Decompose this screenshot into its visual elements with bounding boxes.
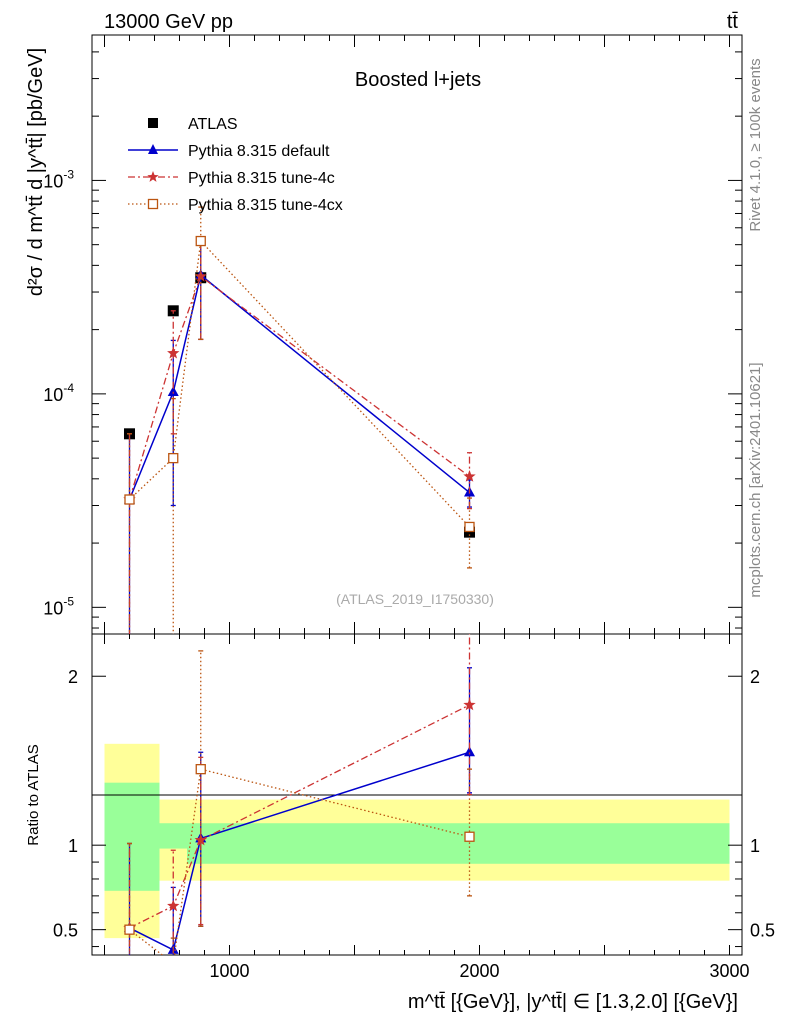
tune4c-line — [128, 275, 470, 500]
x-tick-label-3000: 3000 — [709, 961, 749, 981]
tune4cx-ratio-point-3 — [195, 764, 206, 775]
ratio-tick-label-1: 1 — [68, 836, 78, 856]
y-tick-label-1: 10-5 — [43, 594, 74, 618]
x-axis-label: m^tt̄ [{GeV}], |y^tt̄| ∈ [1.3,2.0] [{GeV… — [408, 991, 738, 1013]
legend-tune4cx-marker — [147, 198, 159, 210]
legend-tune4c-label: Pythia 8.315 tune-4c — [188, 170, 335, 187]
tune4c-ratio-line — [129, 704, 470, 929]
default-ratio-point-4 — [464, 746, 475, 757]
x-tick-label-1000: 1000 — [209, 961, 249, 981]
y-axis-label: d²σ / d m^tt̄ d |y^tt̄| [pb/GeV] — [25, 48, 47, 296]
tune4cx-ratio-point-1 — [124, 924, 135, 935]
ratio-tick-label-right-0.5: 0.5 — [750, 921, 775, 941]
rivet-label: Rivet 4.1.0, ≥ 100k events — [747, 58, 764, 231]
tune4c-ratio-point-2 — [167, 899, 180, 912]
ratio-tick-label-right-2: 2 — [750, 667, 760, 687]
header-right: tt̄ — [727, 11, 739, 33]
legend-tune4cx-label: Pythia 8.315 tune-4cx — [188, 197, 343, 214]
tune4c-point-2 — [167, 346, 180, 359]
band-inner-bin-2 — [159, 823, 187, 849]
chart-title: Boosted l+jets — [355, 69, 481, 91]
ratio-tick-label-0.5: 0.5 — [53, 921, 78, 941]
tune4cx-line — [129, 239, 470, 528]
ratio-tick-label-2: 2 — [68, 667, 78, 687]
y-tick-exponent-2: -4 — [63, 381, 74, 395]
mcplots-label: mcplots.cern.ch [arXiv:2401.10621] — [747, 362, 764, 597]
legend-default-label: Pythia 8.315 default — [188, 143, 330, 160]
y-tick-exponent-3: -3 — [63, 167, 74, 181]
main-panel-series — [123, 206, 476, 634]
legend: ATLAS Pythia 8.315 default Pythia 8.315 … — [128, 116, 343, 214]
tune4c-ratio-point-3 — [194, 833, 207, 846]
header-left: 13000 GeV pp — [104, 11, 233, 33]
x-tick-label-2000: 2000 — [459, 961, 499, 981]
y-tick-label-2: 10-4 — [43, 381, 74, 405]
ratio-axis-label: Ratio to ATLAS — [25, 744, 42, 845]
tune4cx-point-1 — [124, 494, 135, 505]
ratio-panel-series — [123, 634, 476, 968]
y-tick-label-3: 10-3 — [43, 167, 74, 191]
legend-tune4c-marker — [147, 171, 159, 182]
legend-default-marker — [148, 144, 158, 154]
default-ratio-line — [129, 751, 470, 952]
analysis-watermark: (ATLAS_2019_I1750330) — [336, 591, 494, 607]
tune4c-point-4 — [463, 470, 476, 482]
tune4cx-point-2 — [168, 452, 179, 464]
y-tick-exponent-1: -5 — [63, 594, 74, 608]
band-inner-bin-4 — [214, 823, 730, 864]
ratio-tick-label-right-1: 1 — [750, 836, 760, 856]
ratio-frame — [91, 633, 743, 956]
tune4cx-ratio-line — [129, 768, 470, 955]
tune4c-ratio-point-4 — [463, 698, 476, 711]
tune4cx-ratio-point-2 — [169, 959, 178, 968]
atlas-point-4 — [464, 526, 475, 538]
legend-atlas-label: ATLAS — [188, 116, 238, 133]
tune4c-point-3 — [194, 269, 207, 282]
default-line — [128, 273, 470, 500]
default-point-2 — [167, 386, 179, 397]
tune4cx-ratio-point-4 — [464, 831, 475, 842]
tune4cx-point-4 — [464, 521, 475, 533]
band-inner-bin-1 — [104, 782, 160, 891]
tune4cx-point-3 — [195, 235, 206, 247]
legend-atlas-marker — [148, 118, 158, 128]
